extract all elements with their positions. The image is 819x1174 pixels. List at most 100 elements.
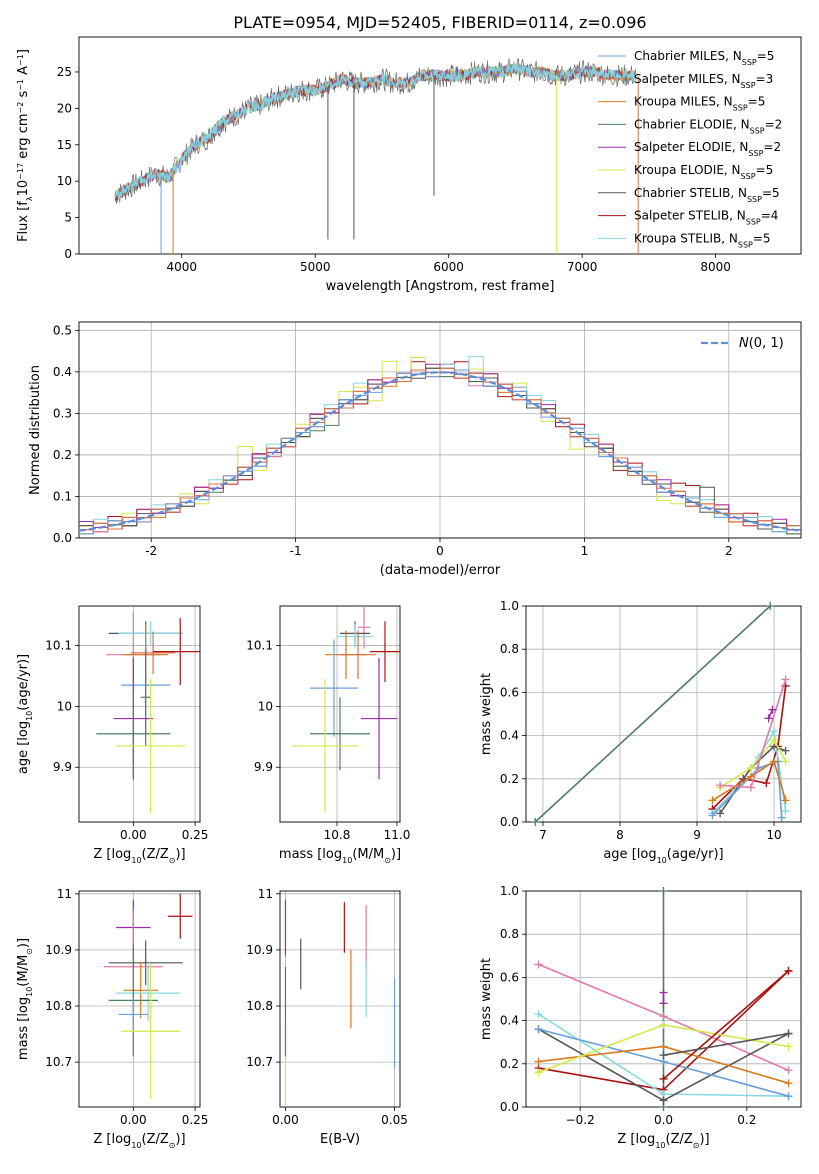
legend-label-args: (0, 1) bbox=[749, 336, 784, 351]
x-tick-label: 0.00 bbox=[272, 1113, 299, 1127]
legend-label-name: Kroupa STELIB, N bbox=[634, 231, 738, 245]
x-tick-label: 10 bbox=[766, 828, 781, 842]
data-points bbox=[103, 893, 193, 1099]
x-axis-label: Z [log10(Z/Z⊙)] bbox=[93, 847, 185, 865]
y-tick-label: 0.0 bbox=[53, 531, 72, 545]
weight-marker bbox=[659, 999, 668, 1008]
y-axis-label-part: mass [log bbox=[16, 997, 31, 1060]
spectrum-panel: 4000 5000 6000 7000 8000 0 5 10 15 20 25 wavelength… bbox=[16, 36, 802, 294]
x-axis-label: age [log10(age/yr)] bbox=[603, 847, 723, 865]
legend-label: Salpeter ELODIE, NSSP=2 bbox=[634, 140, 781, 158]
legend-label-name: Salpeter MILES, N bbox=[634, 72, 741, 86]
legend-label-name: Kroupa ELODIE, N bbox=[634, 163, 741, 177]
y-tick-label: 15 bbox=[57, 138, 72, 152]
weight-marker bbox=[770, 735, 779, 744]
x-tick-label: −0.2 bbox=[566, 1113, 595, 1127]
legend-label: Kroupa MILES, NSSP=5 bbox=[634, 95, 765, 113]
weight-marker bbox=[659, 1012, 668, 1021]
x-axis-label-part: (M/M bbox=[352, 847, 384, 862]
x-tick-label: 0.25 bbox=[182, 828, 209, 842]
x-axis-label-part: ⊙ bbox=[693, 1141, 700, 1150]
x-axis-label: wavelength [Angstrom, rest frame] bbox=[326, 279, 555, 294]
x-axis-label-part: (age/yr)] bbox=[667, 847, 724, 862]
y-axis-label-part: −2 bbox=[16, 102, 25, 114]
y-axis-label: mass [log10(M/M⊙)] bbox=[16, 938, 34, 1060]
x-tick-label: 10.8 bbox=[324, 828, 351, 842]
weight-marker bbox=[659, 988, 668, 997]
x-tick-label: 9 bbox=[693, 828, 701, 842]
legend-label: Chabrier STELIB, NSSP=5 bbox=[634, 186, 780, 204]
y-tick-label: 10.9 bbox=[246, 943, 273, 957]
x-tick-label: 5000 bbox=[300, 260, 331, 274]
y-tick-label: 0.4 bbox=[500, 729, 519, 743]
x-axis-label-part: (Z/Z bbox=[666, 1132, 693, 1147]
legend-label-sub: SSP bbox=[741, 80, 756, 89]
x-axis-label-part: 10 bbox=[131, 1141, 141, 1150]
y-tick-label: 9.9 bbox=[53, 760, 72, 774]
legend-label-name: Salpeter STELIB, N bbox=[634, 209, 746, 223]
legend-label-name: Chabrier STELIB, N bbox=[634, 186, 747, 200]
y-tick-label: 10.1 bbox=[45, 639, 72, 653]
x-axis-label: Z [log10(Z/Z⊙)] bbox=[617, 1132, 709, 1150]
x-tick-label: 8000 bbox=[700, 260, 731, 274]
y-axis-label-part: age [log bbox=[16, 721, 31, 774]
y-tick-label: 20 bbox=[57, 101, 72, 115]
weight-marker bbox=[784, 966, 793, 975]
legend-label-name: Salpeter ELODIE, N bbox=[634, 140, 748, 154]
data-points bbox=[292, 606, 400, 813]
x-axis-label-part: Z [log bbox=[93, 847, 131, 862]
legend-label: Chabrier ELODIE, NSSP=2 bbox=[634, 117, 782, 135]
y-axis-label: age [log10(age/yr)] bbox=[16, 654, 34, 774]
weight-marker bbox=[784, 1029, 793, 1038]
axes-frame bbox=[279, 605, 401, 823]
x-tick-label: 8 bbox=[616, 828, 624, 842]
weight-marker bbox=[659, 1074, 668, 1083]
legend-label-sub: SSP bbox=[746, 217, 761, 226]
legend-label-tail: =5 bbox=[757, 49, 775, 63]
weight-marker bbox=[781, 675, 790, 684]
axes-frame bbox=[78, 321, 802, 539]
legend-label-tail: =2 bbox=[763, 140, 781, 154]
y-tick-label: 0.0 bbox=[500, 815, 519, 829]
x-axis-label-part: 10 bbox=[342, 856, 352, 865]
weight-marker bbox=[770, 757, 779, 766]
y-axis-label-part: s bbox=[16, 91, 31, 102]
weight-line bbox=[662, 970, 790, 1080]
axes-frame bbox=[78, 36, 802, 255]
y-axis-label-part: −1 bbox=[16, 79, 25, 91]
y-tick-label: 10 bbox=[258, 699, 273, 713]
x-tick-label: -2 bbox=[145, 544, 157, 558]
x-axis-label-part: age [log bbox=[603, 847, 656, 862]
x-tick-label: 11.0 bbox=[384, 828, 411, 842]
weight-marker bbox=[784, 1042, 793, 1051]
legend-label-sub: SSP bbox=[748, 149, 763, 158]
y-tick-label: 10.7 bbox=[45, 1055, 72, 1069]
weight-line bbox=[534, 605, 771, 823]
y-tick-label: 10.8 bbox=[45, 999, 72, 1013]
x-axis-label-part: ⊙ bbox=[169, 856, 176, 865]
x-tick-label: 0.05 bbox=[381, 1113, 408, 1127]
y-tick-label: 10 bbox=[57, 174, 72, 188]
y-tick-label: 1.0 bbox=[500, 884, 519, 898]
weight-marker bbox=[781, 757, 790, 766]
x-axis-label-part: Z [log bbox=[93, 1132, 131, 1147]
legend-label-name: Kroupa MILES, N bbox=[634, 95, 733, 109]
normal-curve bbox=[78, 371, 802, 532]
legend-label-sub: SSP bbox=[742, 58, 757, 67]
y-tick-label: 0.4 bbox=[53, 365, 72, 379]
weight-marker bbox=[659, 1096, 668, 1105]
x-axis-label: mass [log10(M/M⊙)] bbox=[279, 847, 401, 865]
x-axis-label-part: 10 bbox=[131, 856, 141, 865]
weight-marker bbox=[764, 714, 773, 723]
legend-label-sub: SSP bbox=[750, 126, 765, 135]
weight-marker bbox=[777, 813, 786, 822]
x-axis-label-part: )] bbox=[391, 847, 401, 862]
y-axis-label: mass weight bbox=[479, 958, 494, 1040]
weight-marker bbox=[781, 796, 790, 805]
y-tick-label: 10 bbox=[57, 699, 72, 713]
weight-marker bbox=[659, 887, 668, 895]
